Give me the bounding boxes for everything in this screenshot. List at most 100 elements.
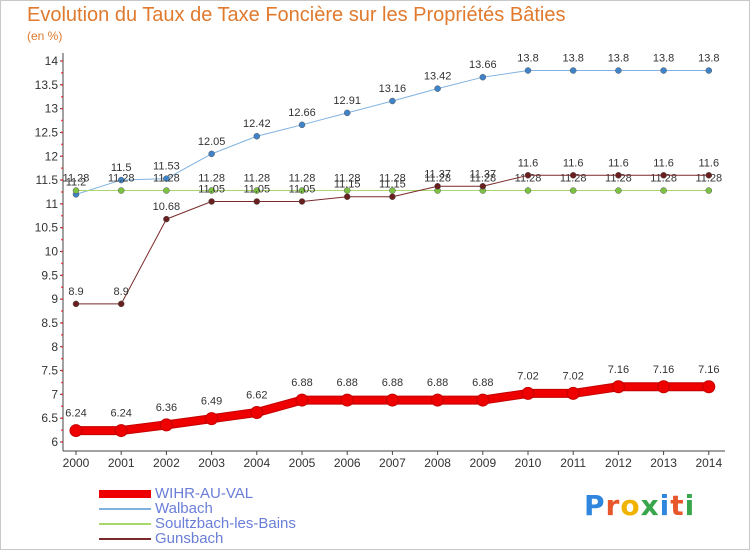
- data-point: [521, 386, 535, 400]
- y-minor-tick: [61, 179, 63, 181]
- data-label: 7.16: [608, 364, 629, 376]
- y-minor-tick: [61, 250, 63, 253]
- x-tick-label: 2000: [63, 456, 90, 470]
- y-tick-label: 10.5: [35, 221, 59, 235]
- y-minor-tick: [61, 167, 63, 170]
- data-label: 6.88: [382, 377, 403, 389]
- y-minor-tick: [61, 131, 63, 134]
- data-point: [343, 193, 351, 200]
- data-point: [343, 109, 351, 117]
- data-point: [72, 300, 80, 308]
- x-tick-label: 2002: [153, 456, 180, 470]
- data-label: 12.91: [333, 95, 361, 107]
- data-label: 11.15: [334, 179, 361, 191]
- data-label: 13.42: [424, 71, 452, 83]
- data-point: [253, 198, 261, 205]
- x-tick-label: 2004: [243, 456, 270, 470]
- y-minor-tick: [61, 417, 63, 420]
- series-gunsbach: 8.9 8.9 10.68 11.05 11.05 11.05 11.15 11.15 11.3…: [68, 157, 719, 308]
- y-minor-tick: [61, 322, 63, 324]
- y-minor-tick: [61, 191, 63, 193]
- data-point: [117, 176, 125, 184]
- y-minor-tick: [61, 95, 63, 98]
- data-label: 11.28: [198, 173, 225, 185]
- y-minor-tick: [61, 381, 63, 384]
- data-point: [569, 67, 577, 74]
- y-minor-tick: [61, 274, 63, 277]
- data-label: 11.28: [334, 173, 361, 185]
- legend-swatch: [99, 507, 151, 510]
- chart-subtitle: (en %): [27, 29, 63, 43]
- data-label: 6.88: [472, 377, 493, 389]
- data-label: 11.28: [469, 173, 496, 185]
- y-minor-tick: [61, 83, 63, 86]
- data-point: [69, 424, 83, 438]
- data-label: 13.8: [517, 53, 538, 65]
- y-minor-tick: [61, 226, 63, 229]
- data-point: [434, 85, 441, 92]
- data-point: [340, 393, 354, 407]
- data-label: 8.9: [114, 286, 129, 298]
- y-tick-label: 8: [51, 340, 58, 354]
- data-label: 6.62: [246, 389, 267, 401]
- y-tick-label: 12: [45, 149, 59, 163]
- y-tick-label: 9: [51, 292, 58, 306]
- y-minor-tick: [61, 298, 63, 301]
- data-label: 11.28: [153, 173, 180, 185]
- data-point: [114, 424, 128, 438]
- data-label: 11.05: [289, 183, 316, 195]
- data-point: [479, 183, 487, 190]
- x-tick-label: 2008: [424, 456, 451, 470]
- data-label: 11.5: [111, 162, 132, 174]
- data-label: 6.36: [156, 402, 177, 414]
- data-label: 11.6: [608, 157, 629, 169]
- y-minor-tick: [61, 107, 63, 110]
- data-label: 12.05: [198, 136, 226, 148]
- y-minor-tick: [61, 60, 63, 62]
- y-minor-tick: [61, 155, 63, 158]
- x-tick-label: 2009: [469, 456, 496, 470]
- y-tick-label: 9.5: [41, 268, 58, 282]
- y-tick-label: 7.5: [41, 364, 58, 378]
- y-tick-label: 13: [45, 102, 59, 116]
- y-minor-tick: [61, 119, 63, 122]
- y-tick-label: 8.5: [41, 316, 58, 330]
- x-tick-label: 2010: [515, 456, 542, 470]
- data-label: 13.8: [653, 53, 674, 65]
- legend-item: Soultzbach-les-Bains: [99, 516, 296, 531]
- data-label: 11.6: [653, 157, 674, 169]
- x-tick-label: 2005: [289, 456, 316, 470]
- y-minor-tick: [61, 429, 63, 431]
- data-point: [163, 175, 170, 182]
- y-minor-tick: [61, 393, 63, 396]
- y-minor-tick: [61, 214, 63, 217]
- legend-item: Walbach: [99, 501, 296, 516]
- data-point: [205, 412, 219, 426]
- data-point: [250, 405, 264, 419]
- data-point: [208, 187, 215, 194]
- data-point: [657, 380, 671, 394]
- x-tick-label: 2013: [650, 456, 677, 470]
- series-walbach: 11.2 11.5 11.53 12.05 12.42 12.66 12.91 13.16 13…: [66, 53, 720, 198]
- y-minor-tick: [61, 333, 63, 336]
- y-tick-label: 12.5: [35, 125, 59, 139]
- legend-label: WIHR-AU-VAL: [155, 485, 254, 502]
- x-tick-label: 2006: [334, 456, 361, 470]
- legend-item: WIHR-AU-VAL: [99, 486, 296, 501]
- series-wihr-au-val: 6.24 6.24 6.36 6.49 6.62 6.88 6.88 6.88 6.88 6.88…: [65, 364, 720, 438]
- legend-label: Gunsbach: [155, 530, 224, 547]
- data-point: [611, 380, 625, 394]
- legend-label: Walbach: [155, 500, 213, 517]
- x-tick-label: 2011: [560, 456, 586, 470]
- legend-item: Gunsbach: [99, 531, 296, 546]
- data-label: 6.49: [201, 396, 222, 408]
- data-point: [615, 187, 622, 194]
- y-tick-label: 14: [45, 54, 59, 68]
- data-point: [163, 215, 170, 223]
- y-minor-tick: [61, 345, 63, 348]
- x-tick-label: 2012: [605, 456, 632, 470]
- data-label: 6.24: [65, 408, 86, 420]
- y-tick-label: 6.5: [41, 411, 58, 425]
- y-minor-tick: [61, 441, 63, 443]
